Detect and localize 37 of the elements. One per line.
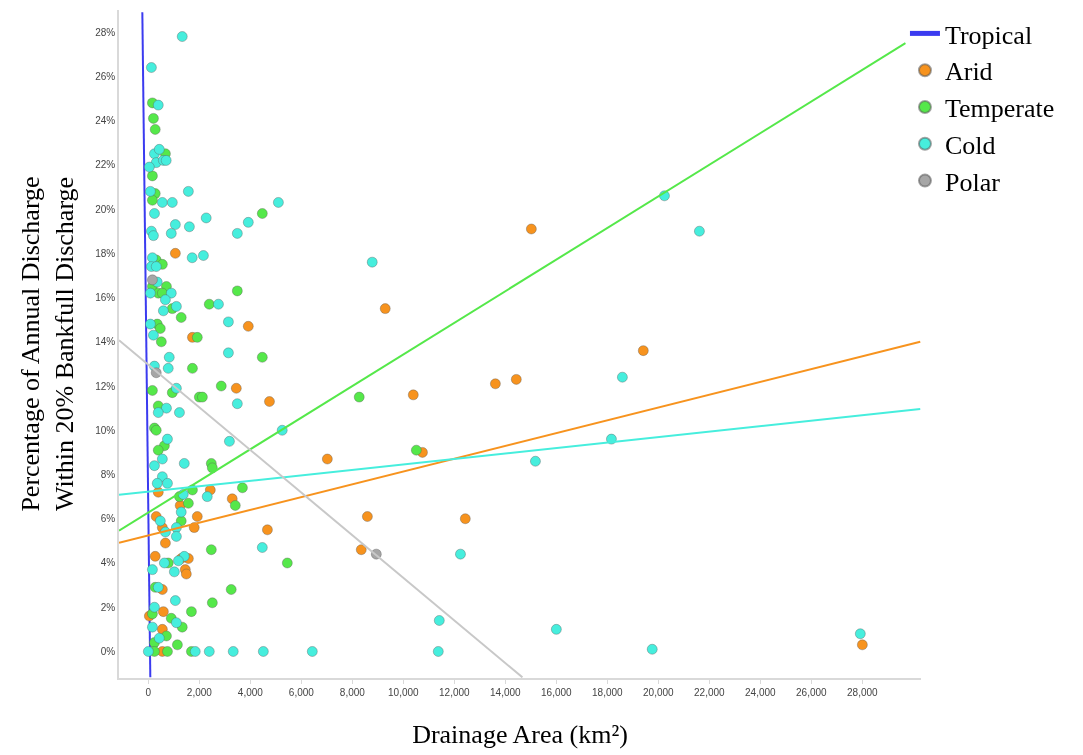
y-tick-label: 22% [95,159,116,171]
y-tick-label: 0% [100,645,116,657]
x-tick-label: 0 [145,686,152,698]
x-tick-label: 12,000 [439,686,471,698]
x-tick-label: 16,000 [541,686,573,698]
x-tick-label: 14,000 [490,686,522,698]
x-tick-label: 20,000 [643,686,675,698]
x-tick-label: 22,000 [694,686,726,698]
y-tick-label: 12% [95,380,116,392]
y-tick-label: 8% [100,469,116,480]
x-tick-label: 8,000 [339,686,366,698]
y-tick-label: 4% [100,557,116,569]
x-tick-label: 28,000 [847,686,879,698]
y-tick-label: 6% [100,513,116,525]
y-tick-label: 2% [100,601,116,613]
y-axis-title: Percentage of Annual Discharge Within 20% Bankfull Discharge [16,176,80,512]
x-tick-label: 24,000 [745,686,777,698]
x-tick-label: 6,000 [288,686,315,698]
legend-label: Polar [944,167,1001,197]
y-tick-label: 10% [95,424,116,436]
y-tick-label: 28% [95,26,116,38]
legend-label: Cold [944,130,996,160]
x-tick-label: 18,000 [592,686,624,698]
y-tick-label: 14% [95,336,116,348]
y-tick-label: 16% [95,292,116,304]
y-tick-label: 20% [95,203,116,215]
x-tick-label: 26,000 [796,686,828,698]
x-tick-label: 4,000 [237,686,264,698]
x-axis-title: Drainage Area (km²) [412,719,628,749]
y-tick-label: 18% [95,247,116,259]
x-tick-label: 10,000 [388,686,420,698]
x-tick-label: 2,000 [186,686,213,698]
y-tick-label: 26% [95,70,116,82]
legend-label: Temperate [944,94,1055,124]
legend-label: Arid [944,57,993,87]
legend-label: Tropical [944,20,1033,50]
y-tick-label: 24% [95,115,116,127]
